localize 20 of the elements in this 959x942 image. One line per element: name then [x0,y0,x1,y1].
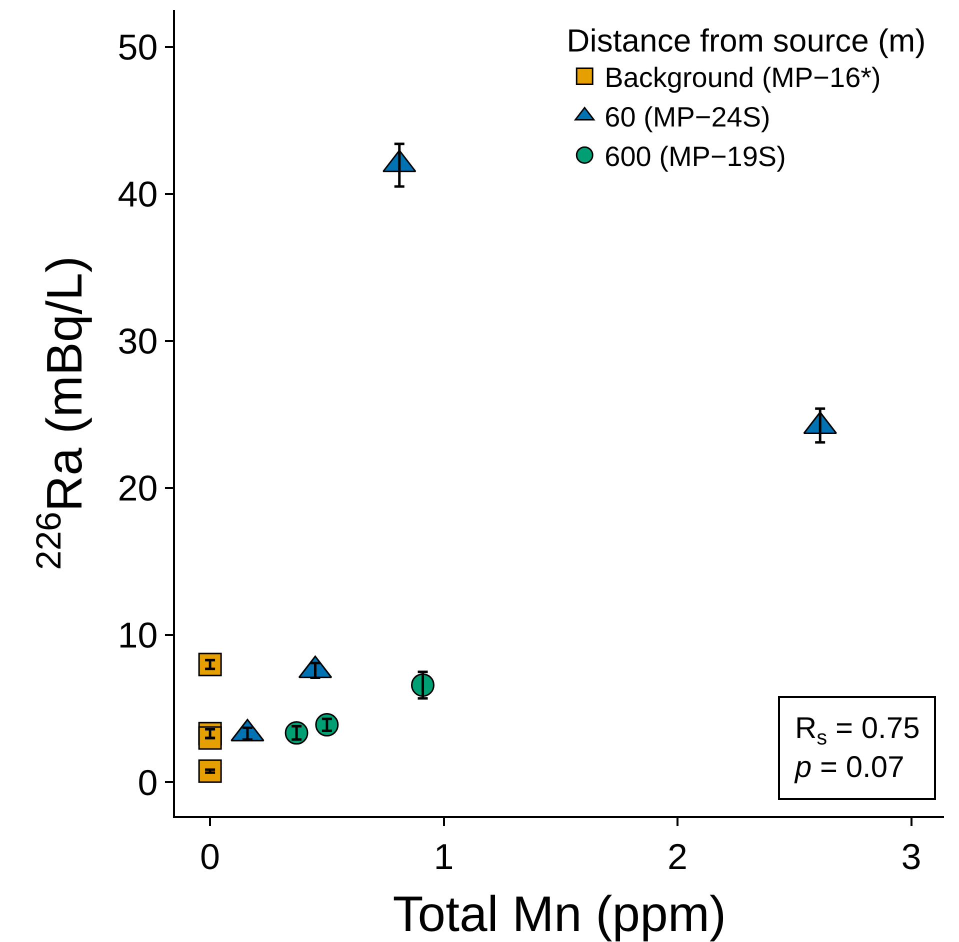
x-tick-label: 1 [434,836,454,878]
annotation: p = 0.07 [794,751,904,784]
point [315,713,339,737]
point [284,721,308,745]
y-tick-label: 50 [118,26,158,68]
x-tick-label: 2 [668,836,688,878]
y-tick-label: 20 [118,468,158,509]
legend-label: Background (MP−16*) [604,62,881,94]
x-tick-label: 0 [200,836,220,878]
annotation: R$_{s}$ = 0.75 [795,712,920,750]
y-tick-label: 40 [118,173,158,214]
y-tick-label: 10 [118,614,158,656]
legend-title: Distance from source (m) [566,22,926,59]
legend-label: 600 (MP−19S) [604,141,786,172]
point [198,652,222,676]
y-tick-label: 0 [138,762,158,803]
x-tick-label: 3 [901,836,922,878]
x-axis-title: Total Mn (ppm) [392,886,726,942]
y-tick-label: 30 [118,320,158,362]
legend-label: 60 (MP−24S) [604,102,770,133]
